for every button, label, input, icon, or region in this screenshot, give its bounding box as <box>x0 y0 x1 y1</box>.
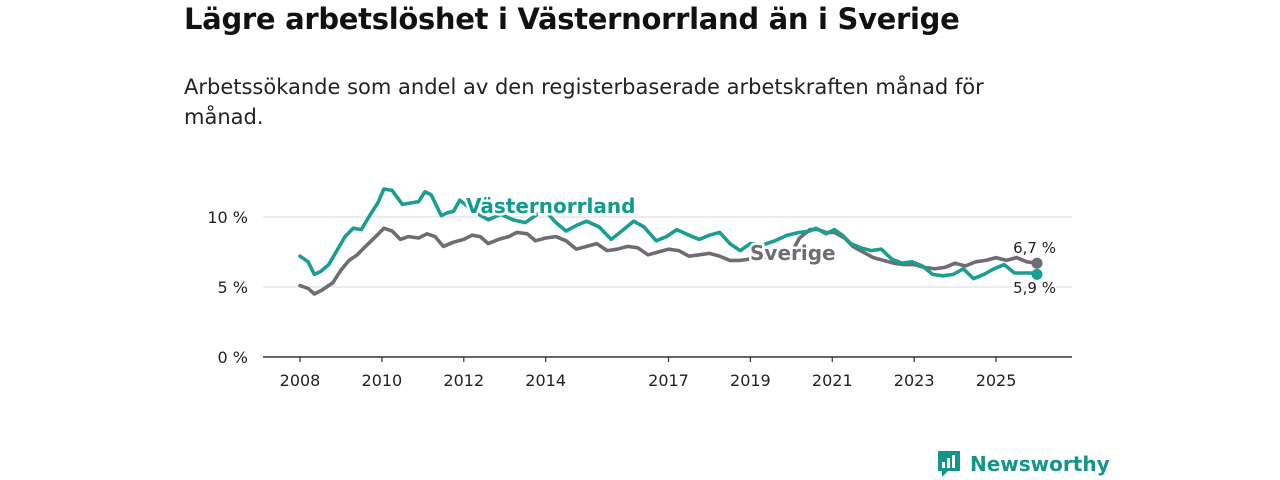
end-point-sverige <box>1031 257 1043 269</box>
series-line-sverige <box>298 226 1039 296</box>
line-chart: 0 %5 %10 % 2008 2010 2012 2014 2017 2019 2021 2… <box>207 187 1072 390</box>
end-value-sverige: 6,7 % <box>1013 239 1056 257</box>
label-vasternorrland: Västernorrland <box>466 194 635 218</box>
end-point-vasternorrland <box>1031 268 1043 280</box>
end-value-vasternorrland: 5,9 % <box>1013 279 1056 297</box>
x-tick-label: 2025 <box>976 371 1017 390</box>
chart-title: Lägre arbetslöshet i Västernorrland än i… <box>184 2 960 36</box>
y-axis-ticks: 0 % 5 % 10 % <box>207 208 248 367</box>
brand-name: Newsworthy <box>970 452 1110 476</box>
newsworthy-logo: Newsworthy <box>936 448 1110 480</box>
series-lines <box>298 187 1043 296</box>
series-labels: Västernorrland Sverige 6,7 % 5,9 % <box>464 192 1059 300</box>
x-tick-label: 2019 <box>730 371 771 390</box>
x-tick-label: 2017 <box>648 371 689 390</box>
y-tick-label: 0 % <box>218 348 248 367</box>
chart-subtitle: Arbetssökande som andel av den registerb… <box>184 75 984 129</box>
x-tick-label: 2010 <box>362 371 403 390</box>
x-tick-label: 2008 <box>280 371 321 390</box>
x-tick-label: 2021 <box>812 371 853 390</box>
x-tick-label: 2014 <box>525 371 566 390</box>
y-tick-label: 10 % <box>207 208 248 227</box>
x-axis-ticks: 2008 2010 2012 2014 2017 2019 2021 2023 2025 <box>280 357 1017 390</box>
x-tick-label: 2023 <box>894 371 935 390</box>
bar-chart-icon <box>938 451 960 477</box>
x-tick-label: 2012 <box>443 371 484 390</box>
gridlines <box>263 216 1072 288</box>
y-tick-label: 5 % <box>218 278 248 297</box>
label-sverige: Sverige <box>750 241 836 265</box>
series-line-vasternorrland <box>298 187 1039 281</box>
